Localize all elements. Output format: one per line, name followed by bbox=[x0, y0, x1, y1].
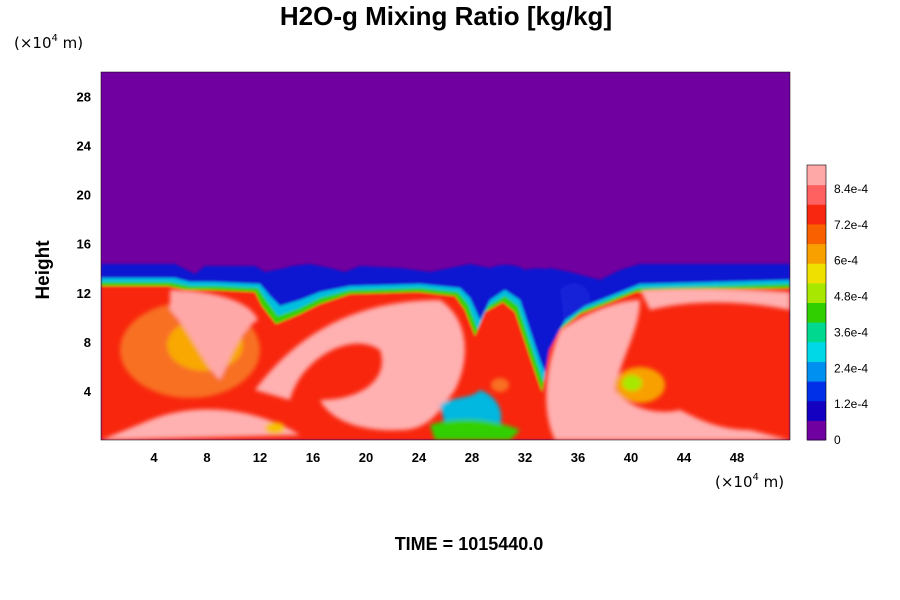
colorbar-tick-label: 3.6e-4 bbox=[834, 325, 868, 339]
colorbar-band bbox=[807, 341, 826, 362]
x-tick-label: 24 bbox=[412, 450, 427, 465]
blue-plume-left bbox=[288, 265, 335, 300]
colorbar-tick-label: 1.2e-4 bbox=[834, 397, 868, 411]
colorbar-band bbox=[807, 243, 826, 264]
pink-structure-upper-right bbox=[640, 288, 790, 310]
colorbar-band bbox=[807, 361, 826, 382]
colorbar-tick-label: 6e-4 bbox=[834, 254, 858, 268]
x-tick-label: 32 bbox=[518, 450, 532, 465]
pink-structure-center bbox=[255, 300, 465, 431]
cyan-pocket-center bbox=[440, 390, 502, 429]
colorbar-tick-label: 8.4e-4 bbox=[834, 182, 868, 196]
colorbar-band bbox=[807, 322, 826, 343]
x-tick-label: 12 bbox=[253, 450, 267, 465]
colorbar-band bbox=[807, 184, 826, 205]
heatmap-plot-area bbox=[101, 72, 790, 440]
x-tick-label: 20 bbox=[359, 450, 373, 465]
plot-frame bbox=[100, 71, 791, 441]
x-tick-label: 40 bbox=[624, 450, 638, 465]
colorbar-band bbox=[807, 223, 826, 245]
y-tick-label: 4 bbox=[84, 384, 92, 399]
chart-title: H2O-g Mixing Ratio [kg/kg] bbox=[280, 1, 612, 31]
pink-swirl-left bbox=[170, 290, 258, 380]
y-tick-label: 8 bbox=[84, 335, 91, 350]
colorbar-frame bbox=[806, 164, 827, 441]
colorbar-tick-label: 7.2e-4 bbox=[834, 218, 868, 232]
x-tick-label: 16 bbox=[306, 450, 320, 465]
y-tick-label: 20 bbox=[77, 188, 91, 203]
x-unit-label: (×104 m) bbox=[715, 472, 784, 491]
y-tick-label: 12 bbox=[77, 286, 91, 301]
yellow-core-right bbox=[622, 375, 642, 391]
y-tick-label: 28 bbox=[77, 90, 91, 105]
colorbar-band bbox=[807, 282, 826, 303]
colorbar-band bbox=[807, 420, 826, 441]
x-tick-label: 4 bbox=[150, 450, 158, 465]
orange-pocket-lower bbox=[491, 378, 509, 392]
y-axis-label: Height bbox=[33, 240, 54, 300]
x-tick-label: 8 bbox=[203, 450, 210, 465]
colorbar-band bbox=[807, 204, 826, 225]
colorbar-band bbox=[807, 302, 826, 323]
colorbar-band bbox=[807, 400, 826, 421]
time-readout: TIME = 1015440.0 bbox=[395, 534, 544, 554]
x-tick-label: 48 bbox=[730, 450, 744, 465]
colorbar-tick-label: 2.4e-4 bbox=[834, 361, 868, 375]
colorbar-tick-label: 4.8e-4 bbox=[834, 290, 868, 304]
colorbar-band bbox=[807, 165, 826, 186]
y-axis-ticks: 4 8 12 16 20 24 28 bbox=[77, 90, 92, 399]
colorbar-band bbox=[807, 381, 826, 402]
yellow-pocket-lower bbox=[265, 422, 285, 434]
y-unit-label: (×104 m) bbox=[14, 33, 83, 52]
pink-structure-lower bbox=[101, 409, 300, 440]
colorbar-band bbox=[807, 263, 826, 284]
x-tick-label: 28 bbox=[465, 450, 479, 465]
x-tick-label: 36 bbox=[571, 450, 585, 465]
colorbar-tick-label: 0 bbox=[834, 433, 841, 447]
colorbar bbox=[807, 165, 826, 441]
x-axis-ticks: 4 8 12 16 20 24 28 32 36 40 44 48 bbox=[150, 450, 744, 465]
y-tick-label: 24 bbox=[77, 139, 92, 154]
green-pocket-center bbox=[430, 419, 520, 440]
colorbar-tick-labels: 0 1.2e-4 2.4e-4 3.6e-4 4.8e-4 6e-4 7.2e-4 8.4e-… bbox=[834, 182, 868, 447]
y-tick-label: 16 bbox=[77, 237, 91, 252]
x-tick-label: 44 bbox=[677, 450, 692, 465]
pink-structure-right bbox=[546, 300, 790, 440]
